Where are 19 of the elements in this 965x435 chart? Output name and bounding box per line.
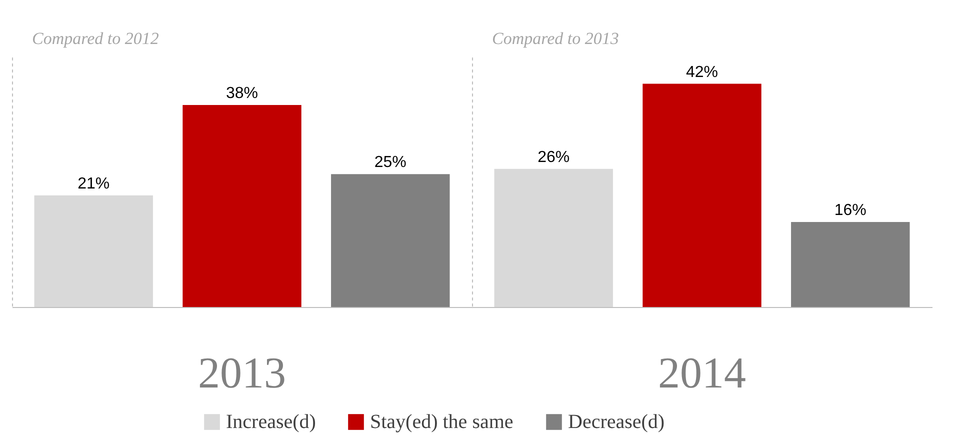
data-label: 26%	[538, 148, 570, 166]
legend-label: Stay(ed) the same	[370, 411, 514, 433]
text: Compared to 2012	[32, 29, 160, 48]
bar	[182, 105, 302, 307]
legend-label: Increase(d)	[226, 411, 316, 433]
data-label: 25%	[374, 154, 406, 172]
data-label: 38%	[226, 85, 258, 102]
data-label: 42%	[686, 64, 718, 81]
bar	[791, 222, 910, 307]
legend-label: Decrease(d)	[568, 411, 665, 433]
text: Compared to 2013	[492, 29, 619, 48]
bar	[331, 174, 450, 307]
data-label: 21%	[78, 175, 110, 192]
data-label: 16%	[834, 202, 866, 219]
bar	[494, 168, 613, 307]
x-tick-label: 2013	[198, 348, 286, 398]
bar	[642, 84, 762, 307]
bar	[34, 195, 153, 307]
x-tick-label: 2014	[658, 348, 746, 398]
